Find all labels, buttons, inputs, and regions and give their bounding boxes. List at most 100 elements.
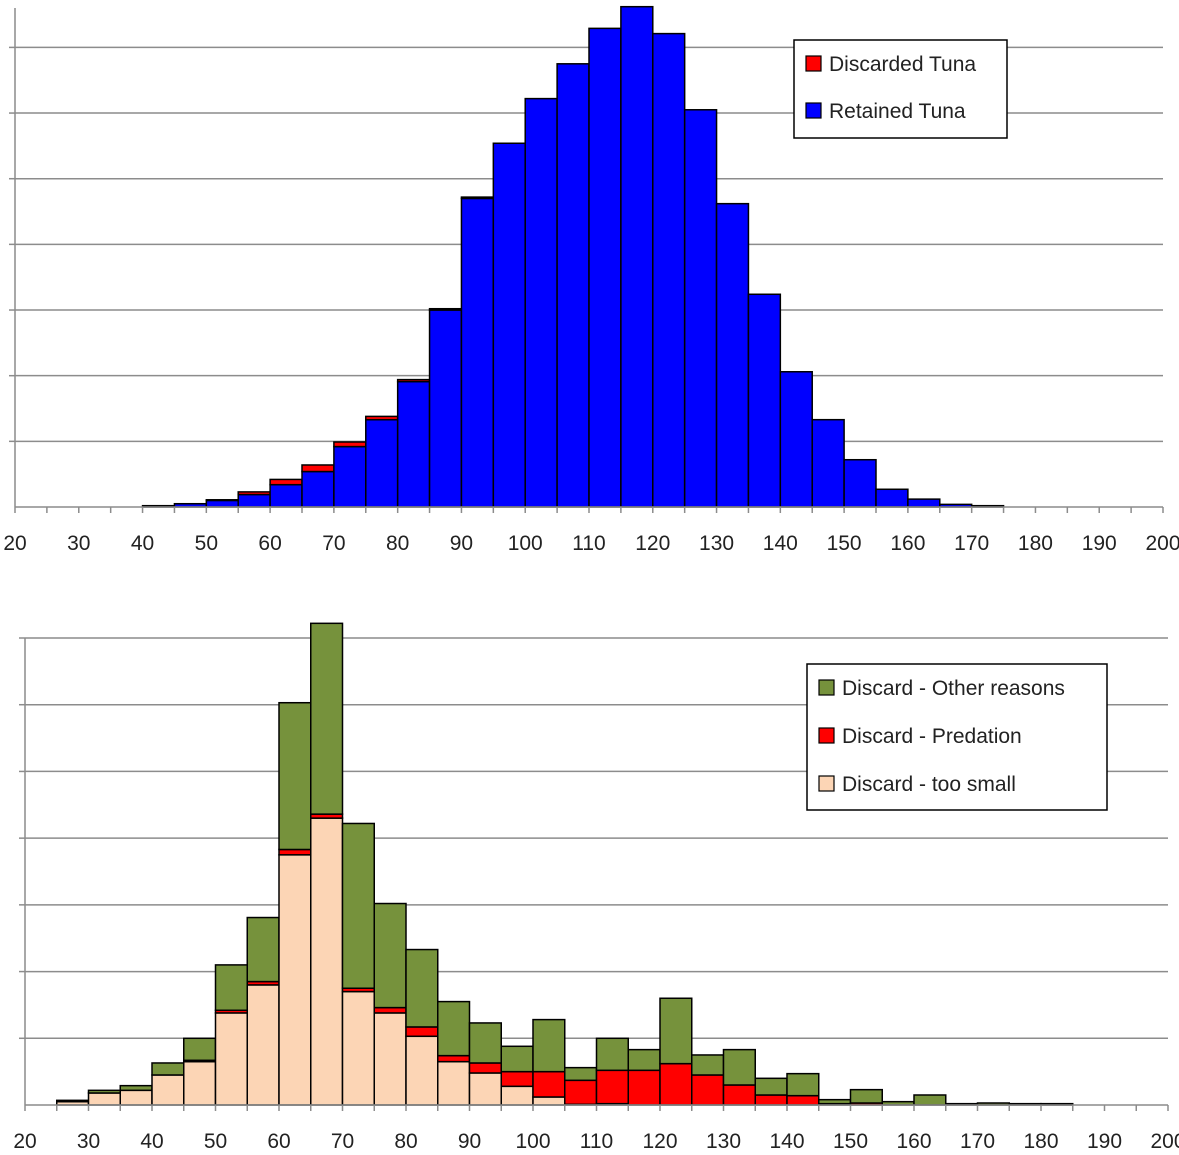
bar-segment (500, 1045, 534, 1073)
legend: Discard - Other reasons Discard - Predati… (806, 663, 1108, 811)
legend-swatch (818, 679, 835, 696)
legend-swatch (818, 727, 835, 744)
bar-segment (468, 1072, 502, 1106)
bar-segment (811, 418, 845, 508)
bar-segment (564, 1066, 598, 1082)
legend: Discarded Tuna Retained Tuna (793, 39, 1008, 139)
bar-segment (428, 307, 463, 311)
bar-segment (205, 499, 239, 508)
bar-segment (119, 1084, 153, 1092)
bar-segment (87, 1092, 121, 1106)
x-tick-label: 110 (572, 532, 605, 555)
bar-segment (396, 378, 431, 383)
x-tick-label: 60 (267, 1130, 290, 1153)
legend-swatch (805, 102, 822, 119)
bar-segment (405, 948, 439, 1028)
bar-segment (278, 701, 312, 851)
bar-segment (460, 196, 495, 200)
x-tick-label: 100 (508, 532, 543, 555)
x-tick-label: 130 (699, 532, 734, 555)
legend-swatch (818, 775, 835, 792)
x-tick-label: 70 (322, 532, 345, 555)
bar-segment (779, 370, 813, 508)
bar-segment (627, 1069, 661, 1106)
bar-segment (754, 1094, 788, 1106)
bar-segment (715, 202, 750, 508)
x-tick-label: 50 (195, 532, 218, 555)
bar-segment (460, 197, 495, 508)
bar-segment (365, 415, 399, 421)
x-tick-label: 90 (450, 532, 473, 555)
x-tick-label: 30 (67, 532, 90, 555)
bar-segment (373, 1006, 407, 1014)
legend-box (793, 39, 1008, 139)
bar-segment (301, 470, 335, 508)
bar-segment (722, 1048, 756, 1086)
bar-segment (301, 464, 335, 473)
legend-label: Retained Tuna (829, 100, 966, 123)
bar-segment (310, 817, 344, 1106)
bar-segment (492, 142, 526, 508)
bar-segment (214, 964, 248, 1012)
x-tick-label: 120 (642, 1130, 677, 1153)
bar-segment (405, 1035, 439, 1106)
x-tick-label: 200 (1150, 1130, 1179, 1153)
x-tick-label: 180 (1023, 1130, 1058, 1153)
bar-segment (907, 498, 941, 508)
bar-segment (183, 1060, 217, 1106)
bar-segment (532, 1096, 566, 1106)
x-tick-label: 140 (763, 532, 798, 555)
bar-segment (87, 1089, 121, 1094)
legend-label: Discarded Tuna (829, 53, 976, 76)
legend-label: Discard - Other reasons (842, 677, 1065, 700)
bar-segment (913, 1094, 947, 1106)
bar-segment (237, 493, 271, 508)
bar-segment (246, 984, 280, 1106)
x-tick-label: 90 (458, 1130, 481, 1153)
bar-segment (214, 1012, 248, 1106)
x-tick-label: 30 (77, 1130, 100, 1153)
bar-segment (183, 1037, 217, 1062)
bar-segment (818, 1098, 852, 1105)
x-tick-label: 40 (131, 532, 154, 555)
bar-segment (595, 1069, 629, 1105)
x-tick-label: 100 (515, 1130, 550, 1153)
x-tick-label: 140 (769, 1130, 804, 1153)
bar-segment (849, 1088, 883, 1104)
bar-segment (500, 1085, 534, 1106)
x-tick-label: 20 (13, 1130, 36, 1153)
bar-segment (373, 902, 407, 1009)
x-tick-label: 190 (1082, 532, 1117, 555)
bar-segment (341, 822, 375, 989)
x-tick-label: 160 (890, 532, 925, 555)
bar-segment (468, 1062, 502, 1074)
bar-segment (310, 622, 344, 815)
bar-segment (620, 5, 654, 508)
bar-segment (652, 32, 686, 508)
bar-segment (151, 1062, 185, 1076)
bar-segment (532, 1018, 566, 1073)
bar-segment (722, 1084, 756, 1106)
bar-segment (405, 1026, 439, 1038)
bar-segment (786, 1072, 820, 1097)
legend-label: Discard - too small (842, 773, 1016, 796)
x-tick-label: 150 (833, 1130, 868, 1153)
bar-segment (237, 491, 271, 496)
bar-segment (691, 1054, 725, 1076)
bar-segment (875, 488, 909, 508)
x-tick-label: 120 (635, 532, 670, 555)
x-tick-label: 40 (140, 1130, 163, 1153)
bar-segment (428, 309, 463, 508)
bar-segment (468, 1022, 502, 1064)
bar-segment (269, 478, 303, 486)
bar-segment (843, 458, 877, 508)
legend-box (806, 663, 1108, 811)
x-tick-label: 60 (258, 532, 281, 555)
bar-segment (691, 1074, 725, 1106)
legend-swatch (805, 55, 822, 72)
chart-discard-reasons: 20 30 40 50 60 70 80 90 100 110 120 130 140 150 160 170… (13, 622, 1179, 1153)
bar-segment (151, 1074, 185, 1106)
bar-segment (437, 1000, 471, 1057)
bar-segment (365, 418, 399, 508)
